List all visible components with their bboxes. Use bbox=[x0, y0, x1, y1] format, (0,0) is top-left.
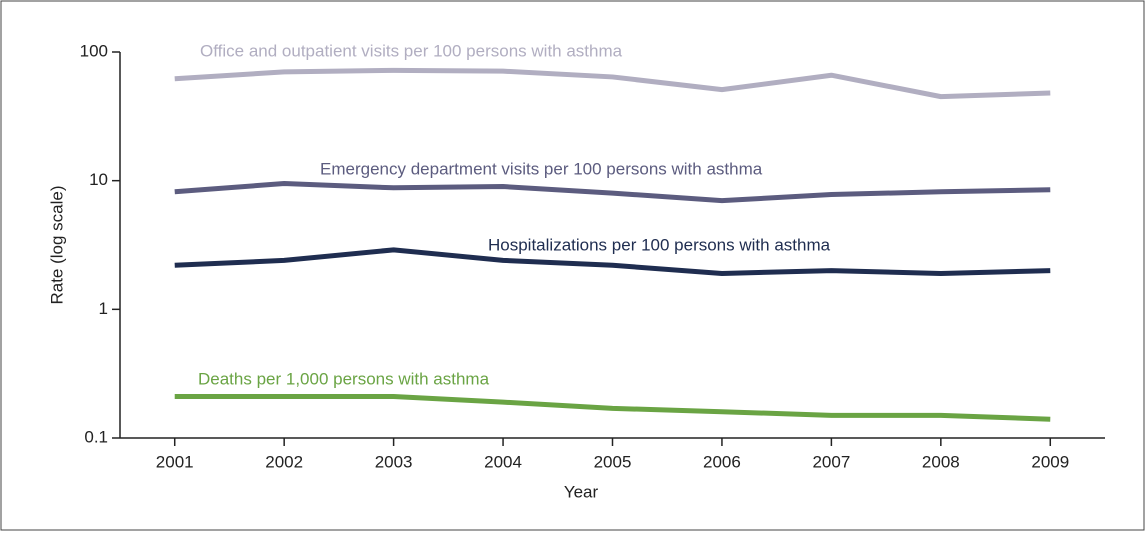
y-tick-label: 0.1 bbox=[84, 427, 108, 446]
x-tick-label: 2009 bbox=[1031, 452, 1069, 471]
x-tick-label: 2006 bbox=[703, 452, 741, 471]
y-tick-label: 10 bbox=[89, 170, 108, 189]
series-label: Emergency department visits per 100 pers… bbox=[320, 159, 763, 178]
y-tick-label: 100 bbox=[80, 41, 108, 60]
series-line bbox=[174, 181, 1051, 204]
x-tick-label: 2002 bbox=[265, 452, 303, 471]
y-axis-label: Rate (log scale) bbox=[47, 185, 66, 304]
x-tick-label: 2004 bbox=[484, 452, 522, 471]
y-tick-label: 1 bbox=[99, 299, 108, 318]
series-label: Hospitalizations per 100 persons with as… bbox=[488, 235, 831, 254]
series-line bbox=[174, 67, 1051, 100]
series-line bbox=[174, 247, 1051, 276]
x-tick-label: 2007 bbox=[812, 452, 850, 471]
series-line bbox=[174, 394, 1051, 422]
series-label: Deaths per 1,000 persons with asthma bbox=[198, 369, 490, 388]
x-tick-label: 2001 bbox=[156, 452, 194, 471]
x-tick-label: 2005 bbox=[594, 452, 632, 471]
x-tick-label: 2003 bbox=[375, 452, 413, 471]
x-tick-label: 2008 bbox=[922, 452, 960, 471]
x-axis-label: Year bbox=[564, 482, 599, 501]
series-label: Office and outpatient visits per 100 per… bbox=[200, 41, 623, 60]
